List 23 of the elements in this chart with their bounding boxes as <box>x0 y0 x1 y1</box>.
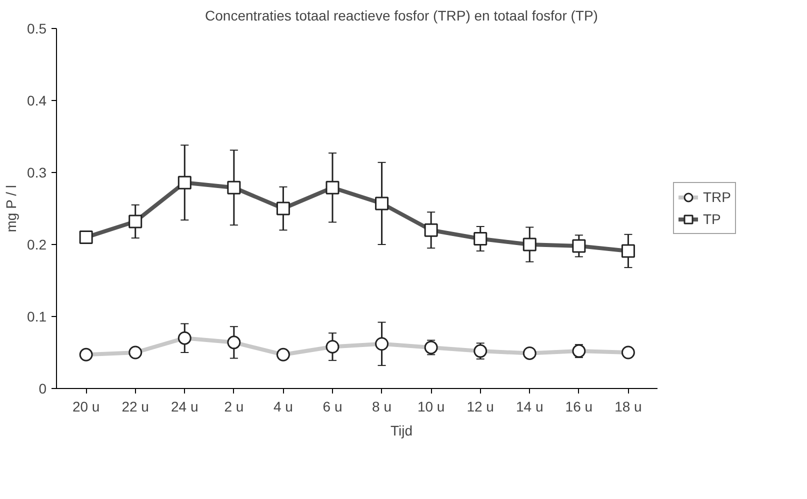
x-tick-label: 12 u <box>466 398 494 414</box>
y-tick-label: 0.4 <box>27 92 47 108</box>
x-tick-label: 8 u <box>372 398 392 414</box>
x-tick-label: 10 u <box>417 398 445 414</box>
x-tick-label: 6 u <box>322 398 342 414</box>
x-tick-label: 14 u <box>516 398 544 414</box>
y-axis-title: mg P / l <box>3 185 20 232</box>
y-tick-label: 0 <box>38 380 47 396</box>
chart-title: Concentraties totaal reactieve fosfor (TRP) en totaal fosfor (TP) <box>205 8 598 24</box>
x-tick-label: 24 u <box>171 398 198 414</box>
x-axis-title: Tijd <box>390 422 413 438</box>
x-tick-label: 4 u <box>273 398 293 414</box>
y-tick-label: 0.2 <box>27 236 47 252</box>
y-tick-label: 0.5 <box>27 20 47 36</box>
x-tick-label: 16 u <box>565 398 593 414</box>
x-tick-label: 2 u <box>224 398 244 414</box>
legend-label: TP <box>703 211 722 227</box>
x-tick-label: 20 u <box>72 398 100 414</box>
legend-label: TRP <box>703 189 731 205</box>
y-tick-label: 0.3 <box>27 164 47 180</box>
x-tick-label: 22 u <box>122 398 149 414</box>
x-tick-label: 18 u <box>614 398 642 414</box>
y-tick-label: 0.1 <box>27 308 47 324</box>
